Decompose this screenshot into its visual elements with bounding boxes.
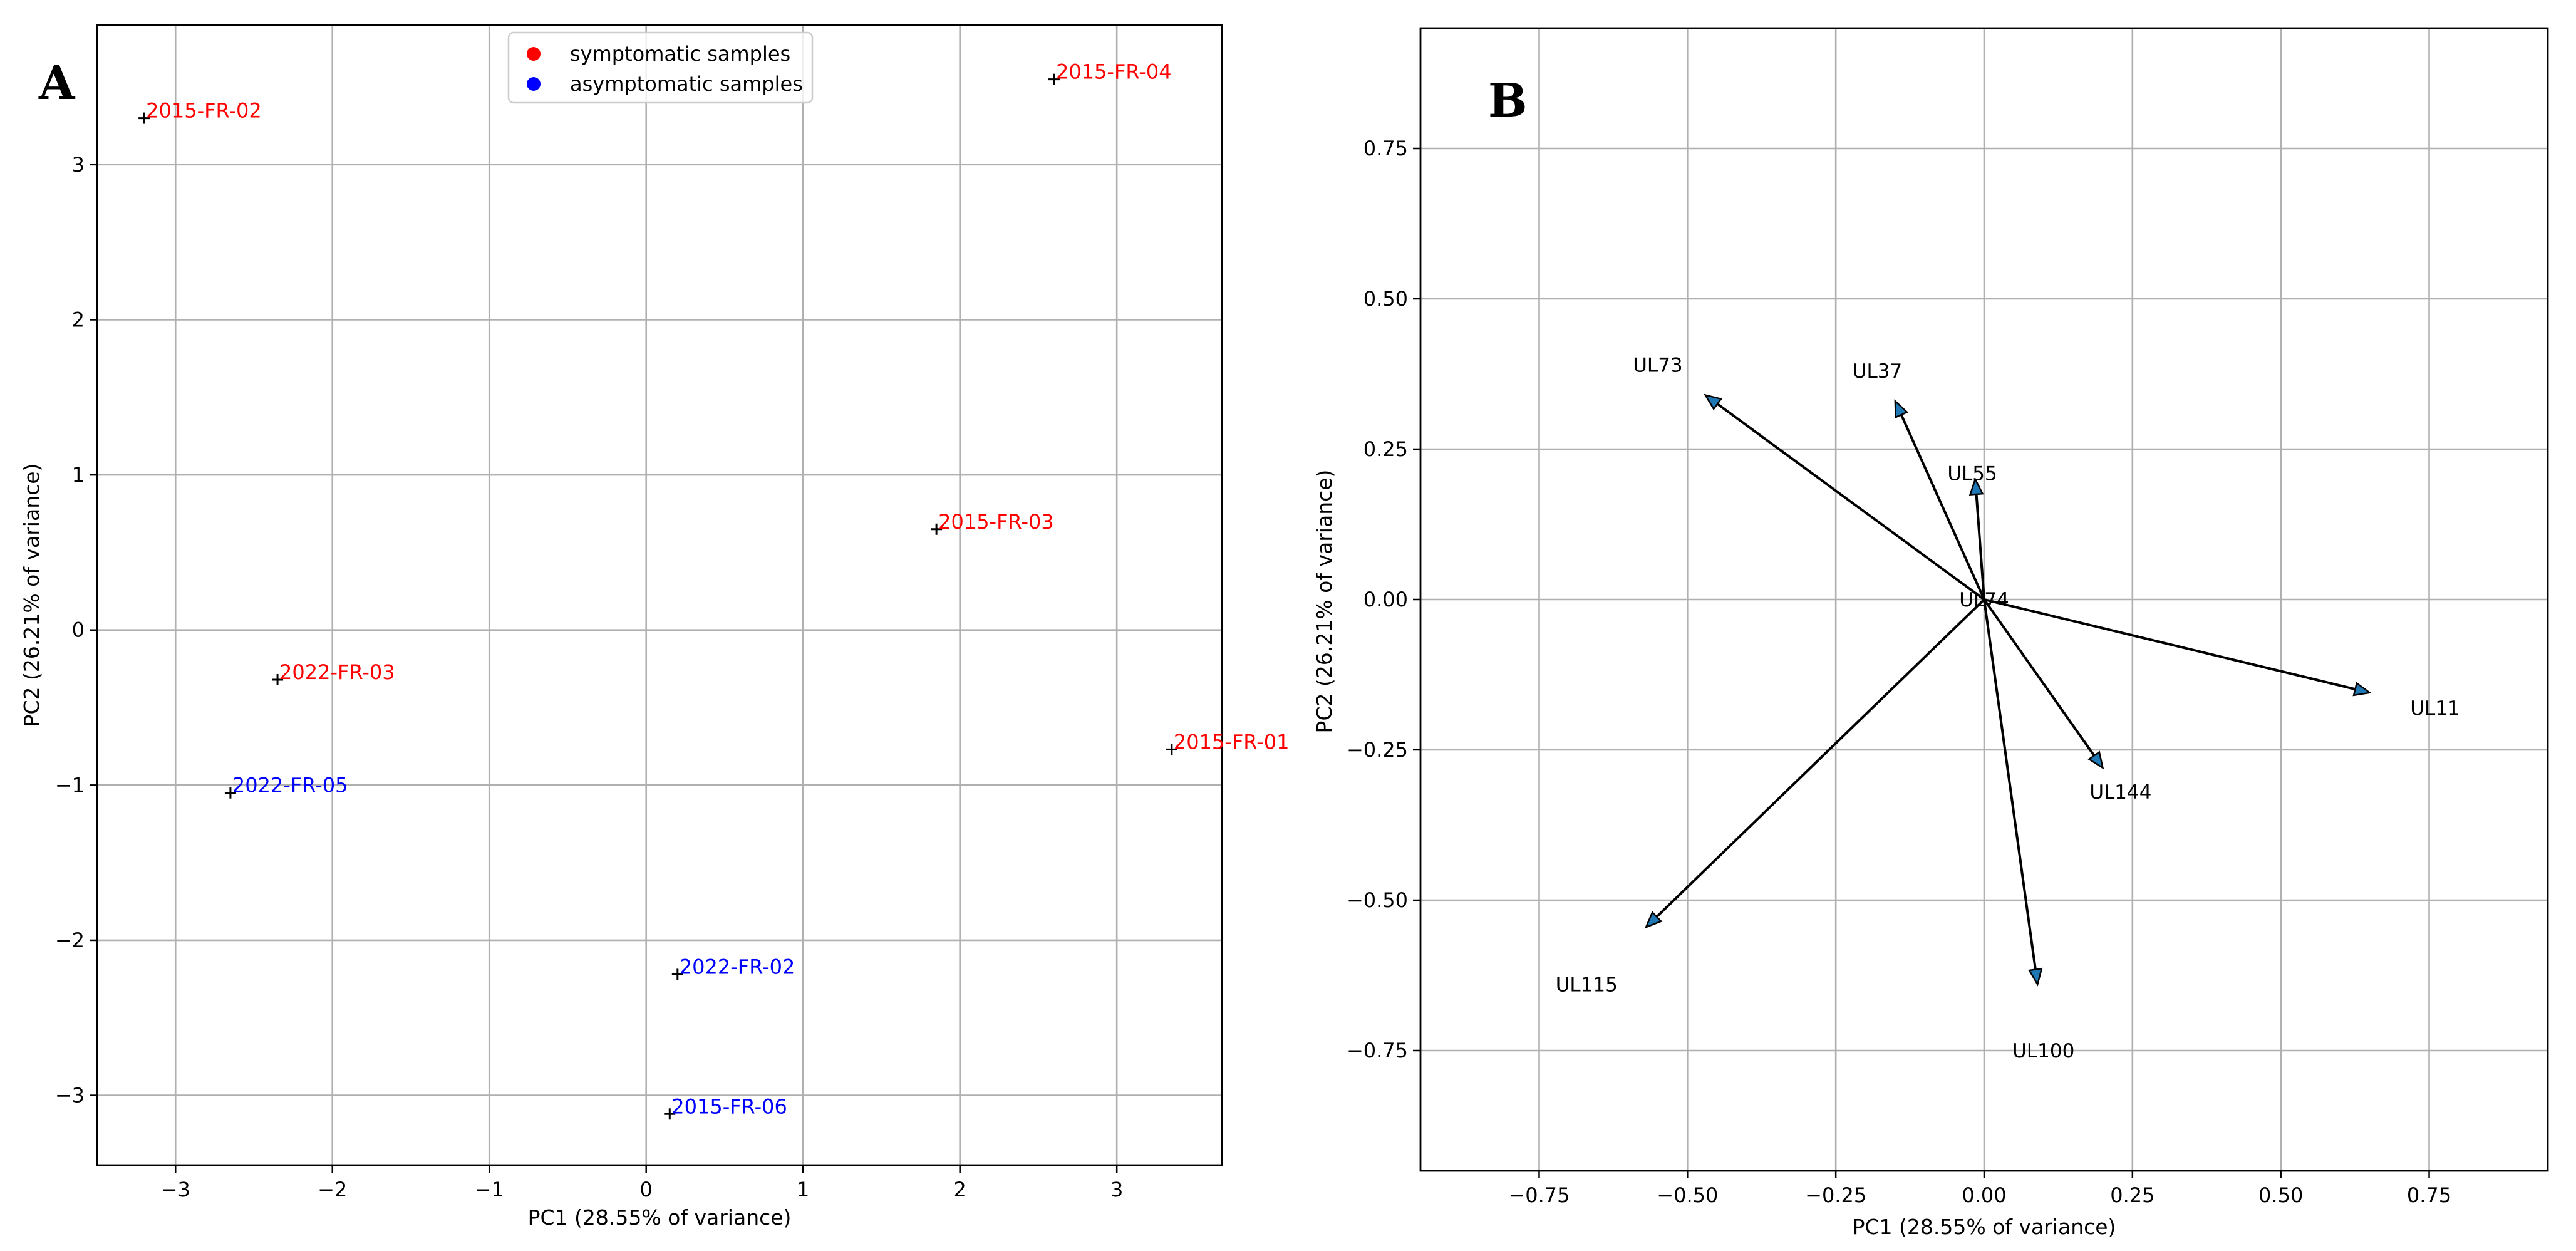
vector-arrowhead [1968, 477, 1984, 496]
panel-b-y-ticks: 0.75 0.50 0.25 0.00 −0.25 −0.50 −0.75 [1347, 137, 1420, 1062]
vector-arrowhead [1894, 399, 1909, 419]
point-label: 2022-FR-03 [279, 660, 395, 684]
vector-arrowhead [2028, 967, 2043, 987]
y-tick-label: −0.50 [1347, 888, 1408, 912]
vector-shaft [1983, 599, 2037, 970]
y-tick-label: 1 [72, 463, 85, 487]
data-point: 2022-FR-02 [671, 955, 795, 980]
vector-label: UL115 [1556, 973, 1618, 996]
panel-a-y-axis-label: PC2 (26.21% of variance) [19, 464, 44, 727]
x-tick-label: 2 [954, 1178, 966, 1202]
point-label: 2015-FR-03 [938, 510, 1054, 534]
vector-shaft [1655, 598, 1985, 918]
x-tick-label: −0.75 [1508, 1183, 1570, 1207]
panel-a-frame [96, 24, 1223, 1166]
panel-b-y-axis-label: PC2 (26.21% of variance) [1312, 470, 1337, 734]
x-tick-label: 0.00 [1962, 1183, 2006, 1207]
data-point: 2015-FR-01 [1166, 730, 1290, 755]
data-point: 2015-FR-06 [664, 1094, 787, 1120]
panel-b-x-ticks: −0.75 −0.50 −0.25 0.00 0.25 0.50 0.75 [1508, 1171, 2451, 1207]
x-tick-label: 0 [640, 1178, 653, 1202]
data-point: 2015-FR-02 [138, 99, 262, 124]
panel-a-x-ticks: −3 −2 −1 0 1 2 3 [161, 1165, 1123, 1202]
legend-marker-asymptomatic [527, 77, 541, 91]
vector-shaft [1975, 494, 1985, 600]
y-tick-label: 0.50 [1363, 287, 1408, 311]
x-tick-label: −0.50 [1657, 1183, 1718, 1207]
panel-a-x-axis-label: PC1 (28.55% of variance) [528, 1205, 792, 1230]
vector-shaft [1984, 598, 2356, 691]
data-point: 2022-FR-03 [272, 660, 395, 685]
vector-label: UL100 [2012, 1040, 2074, 1062]
x-tick-label: 0.50 [2258, 1183, 2303, 1207]
vector-arrowhead [1704, 393, 1723, 411]
point-label: 2015-FR-04 [1056, 60, 1172, 84]
vector-label: UL11 [2410, 697, 2460, 720]
loading-vector: UL144 [1983, 598, 2151, 804]
panel-b-vectors: UL73UL37UL55UL74UL11UL144UL100UL115 [1556, 355, 2460, 1062]
x-tick-label: −0.25 [1805, 1183, 1866, 1207]
y-tick-label: 0.25 [1363, 437, 1408, 461]
point-label: 2022-FR-02 [680, 955, 795, 978]
point-label: 2022-FR-05 [232, 774, 348, 797]
x-tick-label: −1 [475, 1178, 504, 1202]
panel-b-letter: B [1488, 74, 1528, 128]
loading-vector: UL115 [1556, 598, 1985, 996]
x-tick-label: 0.75 [2407, 1183, 2451, 1207]
x-tick-label: −2 [318, 1178, 347, 1202]
vector-shaft [1716, 403, 1985, 601]
panel-a-letter: A [38, 56, 76, 110]
vector-arrowhead [2087, 750, 2104, 770]
x-tick-label: 0.25 [2110, 1183, 2154, 1207]
legend-label-asymptomatic: asymptomatic samples [570, 72, 803, 96]
data-point: 2015-FR-03 [931, 510, 1054, 535]
point-label: 2015-FR-01 [1174, 730, 1290, 754]
panel-a-legend: symptomatic samples asymptomatic samples [507, 31, 814, 104]
x-tick-label: 3 [1110, 1178, 1123, 1202]
loading-vector: UL73 [1633, 355, 1985, 601]
x-tick-label: 1 [797, 1178, 809, 1202]
y-tick-label: 0 [72, 618, 85, 642]
vector-label: UL55 [1947, 462, 1997, 485]
vector-arrowhead [2352, 682, 2372, 697]
vector-shaft [1900, 414, 1985, 600]
panel-b-x-axis-label: PC1 (28.55% of variance) [1853, 1215, 2116, 1239]
legend-frame [507, 31, 814, 104]
loading-vector: UL11 [1984, 598, 2460, 720]
legend-marker-symptomatic [527, 47, 541, 61]
y-tick-label: −2 [55, 928, 85, 952]
x-tick-label: −3 [161, 1178, 190, 1202]
vector-label: UL37 [1853, 360, 1902, 383]
panel-a-y-ticks: −3 −2 −1 0 1 2 3 [55, 153, 97, 1108]
vector-shaft [1983, 598, 2096, 757]
legend-label-symptomatic: symptomatic samples [570, 42, 790, 66]
panel-b: −0.75 −0.50 −0.25 0.00 0.25 0.50 0.75 0.75 0.50… [1312, 27, 2549, 1239]
data-point: 2022-FR-05 [224, 774, 348, 799]
panel-a-grid [97, 25, 1222, 1165]
vector-label: UL144 [2089, 781, 2151, 804]
y-tick-label: 2 [72, 308, 85, 331]
y-tick-label: −1 [55, 773, 85, 797]
y-tick-label: −0.25 [1347, 738, 1408, 762]
y-tick-label: 3 [72, 153, 85, 177]
loading-vector: UL37 [1853, 360, 1985, 600]
vector-arrowhead [1644, 911, 1663, 929]
y-tick-label: −0.75 [1347, 1039, 1408, 1062]
y-tick-label: 0.75 [1363, 137, 1408, 160]
y-tick-label: −3 [55, 1084, 85, 1108]
y-tick-label: 0.00 [1363, 588, 1408, 611]
vector-label: UL73 [1633, 355, 1682, 377]
data-point: 2015-FR-04 [1048, 60, 1172, 85]
point-label: 2015-FR-06 [671, 1094, 787, 1118]
panel-a-points: 2015-FR-02 2015-FR-04 2015-FR-03 2022-FR-03… [138, 60, 1289, 1120]
point-label: 2015-FR-02 [146, 99, 262, 123]
loading-vector: UL100 [1983, 599, 2074, 1062]
loading-vector: UL55 [1947, 462, 1997, 600]
